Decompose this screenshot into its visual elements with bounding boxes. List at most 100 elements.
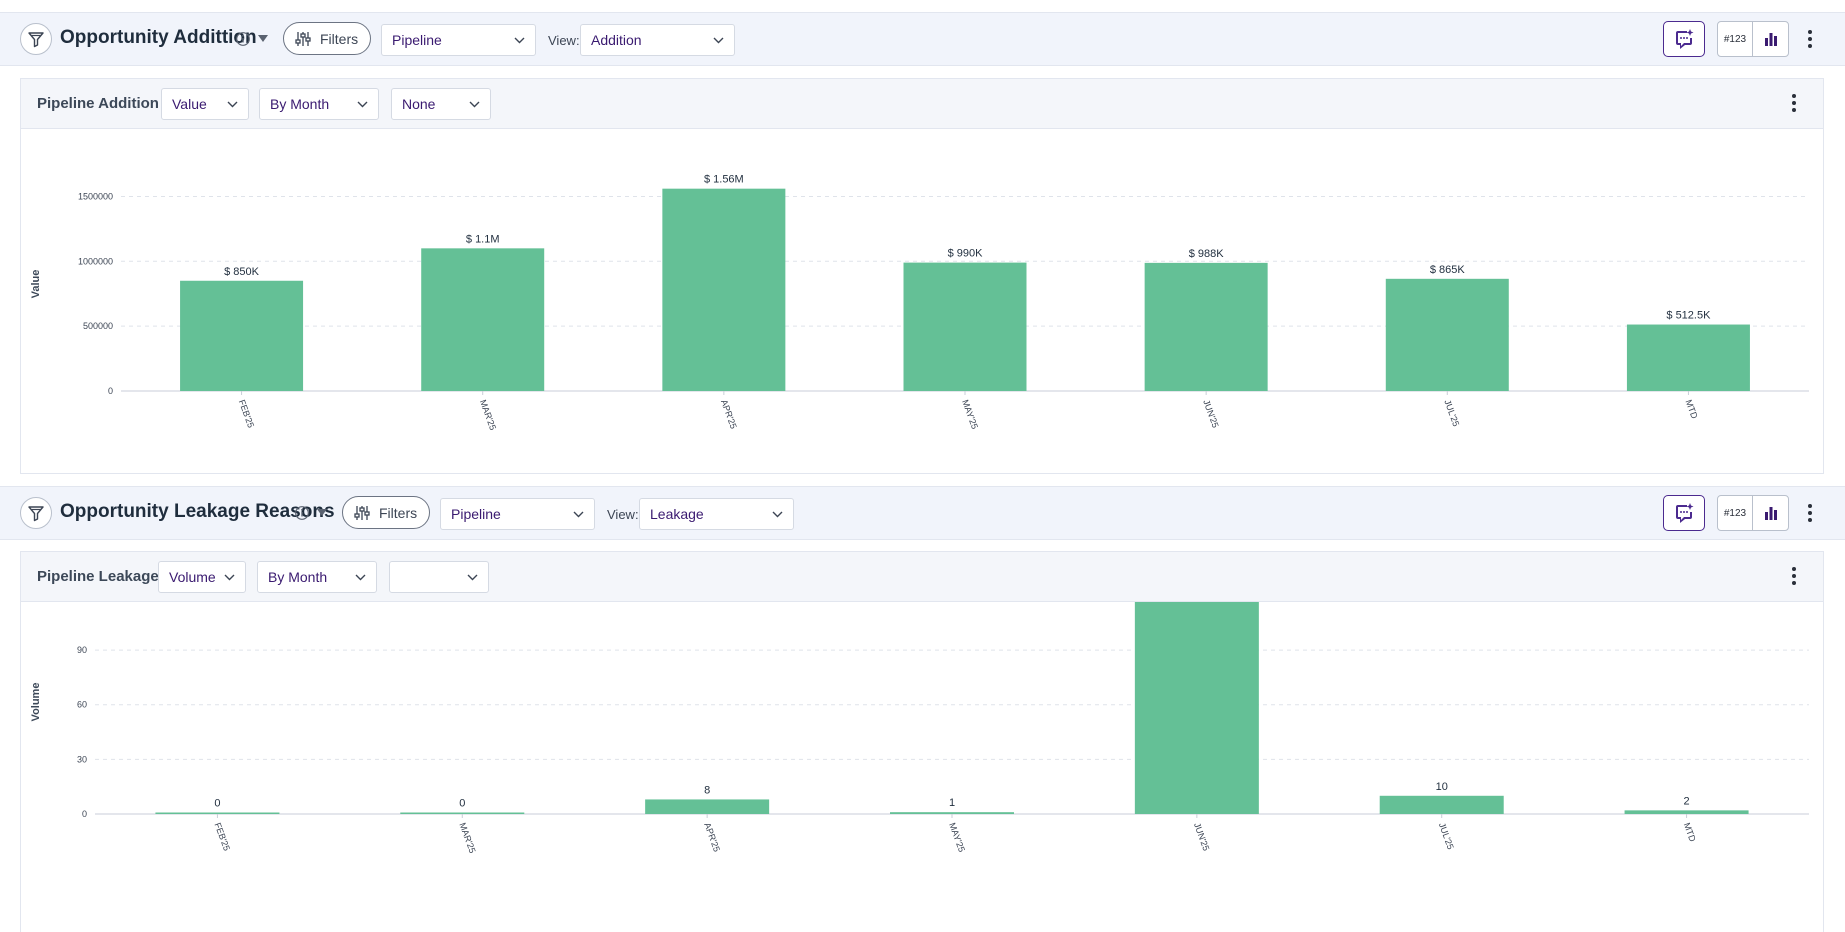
display-toggle: #123 xyxy=(1717,21,1789,57)
kebab-menu-icon[interactable] xyxy=(1786,564,1802,588)
data-label: $ 850K xyxy=(224,266,260,278)
section-header-addition: Opportunity Addittion Filters Pipeline V… xyxy=(0,12,1845,66)
section-title: Opportunity Addittion xyxy=(60,27,257,48)
period-select[interactable]: By Month xyxy=(259,88,379,120)
metric-select-value: Value xyxy=(172,96,207,112)
ai-chat-button[interactable] xyxy=(1663,495,1705,531)
sliders-icon xyxy=(354,505,370,520)
bar-chart-addition: 0 500000 1000000 1500000 Value $ 850K FEB'25 $ … xyxy=(30,174,1809,432)
metric-select[interactable]: Value xyxy=(161,88,249,120)
bar[interactable] xyxy=(155,812,280,815)
y-tick-label: 0 xyxy=(82,809,87,819)
ai-chat-button[interactable] xyxy=(1663,21,1705,57)
bar[interactable] xyxy=(1134,602,1259,814)
bar[interactable] xyxy=(1624,810,1749,814)
bar[interactable] xyxy=(400,812,525,815)
view-select-value: Addition xyxy=(591,32,642,48)
view-select[interactable]: Leakage xyxy=(639,498,794,530)
x-tick-label: MTD xyxy=(1682,821,1698,843)
bar[interactable] xyxy=(1626,324,1750,391)
view-label: View: xyxy=(548,33,580,48)
group-select[interactable]: None xyxy=(391,88,491,120)
y-tick-label: 1000000 xyxy=(78,256,113,266)
chevron-down-icon xyxy=(514,37,525,44)
funnel-icon[interactable] xyxy=(20,497,52,529)
number-view-toggle[interactable]: #123 xyxy=(1718,496,1753,530)
chart-view-toggle[interactable] xyxy=(1753,496,1788,530)
kebab-menu-icon[interactable] xyxy=(1802,501,1818,525)
chevron-down-icon xyxy=(713,37,724,44)
chevron-down-icon xyxy=(224,574,235,581)
x-tick-label: MAR'25 xyxy=(478,398,498,431)
bar[interactable] xyxy=(890,812,1014,814)
caret-down-icon[interactable] xyxy=(317,509,327,517)
pipeline-select-value: Pipeline xyxy=(451,506,501,522)
metric-select-value: Volume xyxy=(169,569,216,585)
chevron-down-icon xyxy=(227,101,238,108)
chart-view-toggle[interactable] xyxy=(1753,22,1788,56)
x-tick-label: JUL'25 xyxy=(1437,821,1456,850)
filters-button[interactable]: Filters xyxy=(342,496,431,529)
bar[interactable] xyxy=(645,799,770,814)
pipeline-select[interactable]: Pipeline xyxy=(381,24,536,56)
info-icon[interactable] xyxy=(235,31,251,47)
view-select[interactable]: Addition xyxy=(580,24,735,56)
group-select[interactable] xyxy=(389,561,489,593)
x-tick-label: MAR'25 xyxy=(457,821,477,854)
bar[interactable] xyxy=(1385,278,1509,391)
bar[interactable] xyxy=(421,248,545,391)
bar[interactable] xyxy=(903,262,1027,391)
filters-button[interactable]: Filters xyxy=(283,22,372,55)
chevron-down-icon xyxy=(772,511,783,518)
x-tick-label: MTD xyxy=(1684,398,1700,420)
chat-sparkle-icon xyxy=(1676,29,1694,49)
chevron-down-icon xyxy=(355,574,366,581)
chevron-down-icon xyxy=(467,574,478,581)
y-tick-label: 0 xyxy=(108,386,113,396)
x-tick-label: JUL'25 xyxy=(1442,398,1461,427)
metric-select[interactable]: Volume xyxy=(158,561,246,593)
y-axis-title: Volume xyxy=(30,683,42,722)
section-title: Opportunity Leakage Reasons xyxy=(60,501,335,522)
kebab-menu-icon[interactable] xyxy=(1786,91,1802,115)
filters-label: Filters xyxy=(379,504,418,521)
bar[interactable] xyxy=(1144,262,1268,391)
data-label: $ 990K xyxy=(948,248,984,260)
data-label: $ 512.5K xyxy=(1666,310,1711,322)
view-select-value: Leakage xyxy=(650,506,704,522)
funnel-icon[interactable] xyxy=(20,23,52,55)
caret-down-icon[interactable] xyxy=(258,35,268,43)
x-tick-label: APR'25 xyxy=(719,398,739,430)
chevron-down-icon xyxy=(357,101,368,108)
y-tick-label: 90 xyxy=(77,645,87,655)
filters-label: Filters xyxy=(320,30,359,47)
x-tick-label: FEB'25 xyxy=(213,821,232,852)
data-label: 1 xyxy=(949,797,955,809)
x-tick-label: MAY'25 xyxy=(947,821,967,853)
card-title: Pipeline Leakage xyxy=(37,568,159,585)
bar[interactable] xyxy=(1379,795,1504,814)
view-label: View: xyxy=(607,507,639,522)
number-view-toggle[interactable]: #123 xyxy=(1718,22,1753,56)
data-label: 8 xyxy=(704,784,710,796)
kebab-menu-icon[interactable] xyxy=(1802,27,1818,51)
data-label: 0 xyxy=(459,798,465,810)
pipeline-select-value: Pipeline xyxy=(392,32,442,48)
period-select[interactable]: By Month xyxy=(257,561,377,593)
card-header: Pipeline Leakage Volume By Month xyxy=(21,552,1823,602)
period-select-value: By Month xyxy=(270,96,330,112)
pipeline-select[interactable]: Pipeline xyxy=(440,498,595,530)
y-tick-label: 60 xyxy=(77,700,87,710)
x-tick-label: JUN'25 xyxy=(1201,398,1220,429)
x-tick-label: FEB'25 xyxy=(237,398,256,429)
bar[interactable] xyxy=(662,188,786,391)
chat-sparkle-icon xyxy=(1676,503,1694,523)
period-select-value: By Month xyxy=(268,569,328,585)
y-tick-label: 30 xyxy=(77,754,87,764)
x-tick-label: MAY'25 xyxy=(960,398,980,430)
chevron-down-icon xyxy=(469,101,480,108)
data-label: $ 988K xyxy=(1189,248,1225,260)
group-select-value: None xyxy=(402,96,436,112)
info-icon[interactable] xyxy=(294,505,310,521)
bar[interactable] xyxy=(180,280,304,391)
